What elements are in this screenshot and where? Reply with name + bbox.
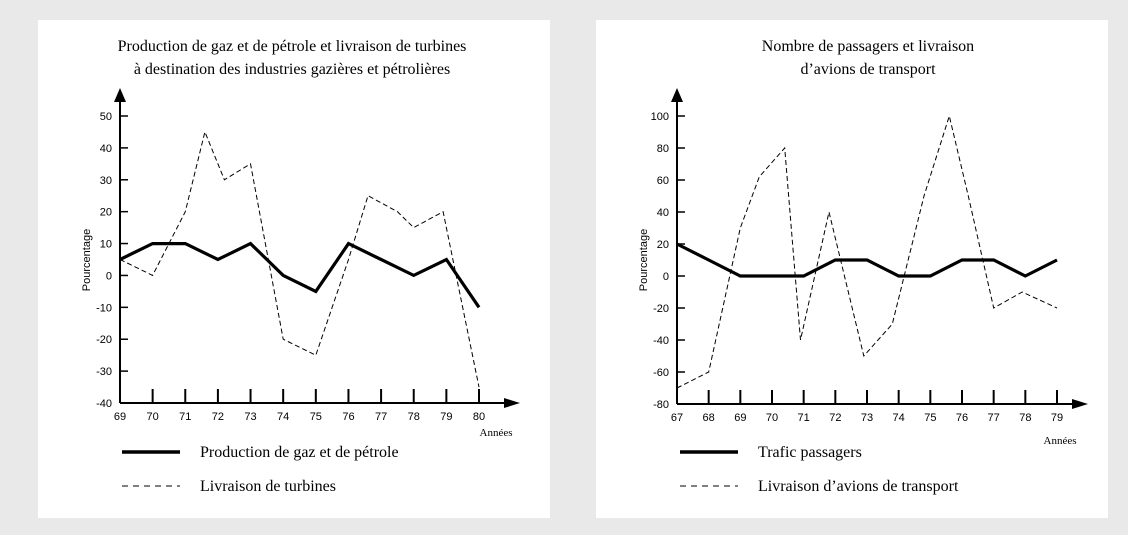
x-tick-label: 73 [244,411,256,423]
x-tick-label: 68 [703,412,715,424]
y-tick-label: 20 [657,239,669,251]
x-tick-label: 74 [893,412,905,424]
y-tick-label: -30 [96,366,112,378]
y-axis-label: Pourcentage [638,229,650,291]
x-tick-label: 69 [734,412,746,424]
x-axis-label: Années [1044,435,1077,447]
y-tick-label: -40 [653,335,669,347]
x-tick-label: 75 [310,411,322,423]
chart-passengers-aircraft: Nombre de passagers et livraison d’avions… [638,38,1088,495]
y-tick-label: 40 [100,143,112,155]
x-tick-label: 78 [408,411,420,423]
x-axis-arrow [504,398,520,408]
x-tick-label: 69 [114,411,126,423]
y-tick-label: 40 [657,207,669,219]
y-axis-label: Pourcentage [81,229,93,291]
chart-title-line: Nombre de passagers et livraison [762,38,974,55]
chart-title-line: à destination des industries gazières et… [134,61,450,78]
y-tick-label: 100 [651,111,669,123]
x-tick-label: 70 [766,412,778,424]
chart-gas-oil-turbines: Production de gaz et de pétrole et livra… [81,38,520,495]
legend-label: Livraison de turbines [200,478,336,495]
y-tick-label: 60 [657,175,669,187]
y-tick-label: -40 [96,398,112,410]
series-line-solid [119,241,481,309]
series-line-solid [676,242,1058,278]
y-tick-label: 50 [100,111,112,123]
x-tick-label: 79 [440,411,452,423]
x-tick-label: 70 [147,411,159,423]
legend-label: Livraison d’avions de transport [758,478,959,495]
x-tick-label: 75 [924,412,936,424]
chart-panel-aviation: Nombre de passagers et livraison d’avions… [596,20,1108,518]
y-axis-arrow [671,88,683,102]
x-tick-label: 71 [179,411,191,423]
x-tick-label: 72 [212,411,224,423]
chart-panel-gas-oil: Production de gaz et de pétrole et livra… [38,20,550,518]
x-tick-label: 79 [1051,412,1063,424]
y-tick-label: 0 [663,271,669,283]
x-tick-label: 72 [829,412,841,424]
y-tick-label: 80 [657,143,669,155]
chart-title-line: d’avions de transport [800,61,936,78]
x-tick-label: 74 [277,411,289,423]
series-line-dashed [119,130,480,388]
x-tick-label: 71 [798,412,810,424]
y-tick-label: 20 [100,207,112,219]
y-tick-label: -60 [653,367,669,379]
y-tick-label: 0 [106,270,112,282]
x-tick-label: 77 [988,412,1000,424]
x-tick-label: 76 [342,411,354,423]
x-tick-label: 77 [375,411,387,423]
y-tick-label: 10 [100,239,112,251]
x-axis-label: Années [480,427,513,439]
legend-label: Trafic passagers [758,444,862,461]
x-axis-arrow [1072,399,1088,409]
series-line-dashed [676,114,1058,389]
y-axis-arrow [114,88,126,102]
y-tick-label: -80 [653,399,669,411]
x-tick-label: 76 [956,412,968,424]
x-tick-label: 78 [1019,412,1031,424]
y-tick-label: -10 [96,302,112,314]
legend-label: Production de gaz et de pétrole [200,444,399,461]
chart-title-line: Production de gaz et de pétrole et livra… [118,38,467,55]
x-tick-label: 80 [473,411,485,423]
x-tick-label: 73 [861,412,873,424]
x-tick-label: 67 [671,412,683,424]
y-tick-label: -20 [96,334,112,346]
y-tick-label: -20 [653,303,669,315]
y-tick-label: 30 [100,175,112,187]
